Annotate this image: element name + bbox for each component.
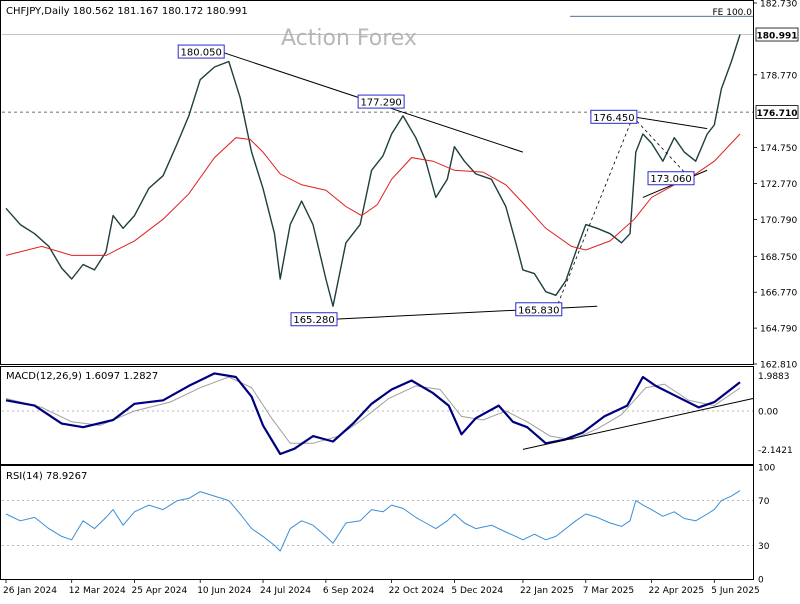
macd-axis-tick-2: -2.1421	[758, 446, 793, 456]
dashed-line-1	[632, 116, 691, 179]
annotation-box-5	[647, 171, 695, 186]
annotation-box-1	[357, 94, 405, 109]
rsi-axis-tick-1: 70	[758, 497, 770, 507]
trendline-2	[632, 116, 708, 130]
rsi-label: RSI(14) 78.9267	[6, 471, 87, 482]
annotation-label-1: 177.290	[360, 98, 401, 109]
chart-header: CHFJPY,Daily 180.562 181.167 180.172 180…	[6, 6, 248, 17]
annotation-label-0: 180.050	[181, 48, 222, 59]
annotation-label-2: 165.280	[293, 315, 334, 326]
fe-label: FE 100.0	[713, 8, 753, 18]
annotation-box-2	[290, 312, 338, 327]
price-axis-tick-6: 170.790	[760, 216, 797, 226]
x-axis-label-1: 12 Mar 2024	[69, 586, 126, 596]
x-axis-label-8: 22 Jan 2025	[520, 586, 574, 596]
rsi-line	[5, 490, 741, 552]
x-axis-label-6: 22 Oct 2024	[389, 586, 445, 596]
price-axis-tick-4: 174.750	[760, 144, 797, 154]
macd-label: MACD(12,26,9) 1.6097 1.2827	[6, 371, 158, 382]
rsi-axis-tick-2: 30	[758, 542, 770, 552]
x-axis-label-0: 26 Jan 2024	[3, 586, 57, 596]
x-axis-label-10: 22 Apr 2025	[648, 586, 704, 596]
annotation-box-3	[515, 302, 563, 317]
x-axis-label-5: 6 Sep 2024	[323, 586, 375, 596]
moving-average-line	[5, 133, 741, 256]
price-axis-box-3	[755, 105, 799, 119]
price-axis-tick-5: 172.770	[760, 180, 797, 190]
macd-signal-line	[5, 376, 741, 444]
price-axis-tick-1: 180.991	[757, 32, 798, 42]
price-axis-tick-10: 162.810	[760, 361, 797, 371]
x-axis-label-4: 24 Jul 2024	[260, 586, 311, 596]
macd-line	[5, 372, 741, 456]
price-panel	[0, 0, 754, 365]
annotation-label-4: 176.450	[593, 113, 634, 124]
price-axis-tick-2: 178.770	[760, 71, 797, 81]
rsi-axis-tick-3: 0	[758, 576, 764, 586]
annotation-box-4	[590, 109, 638, 124]
dashed-line-0	[555, 116, 634, 310]
macd-panel	[0, 366, 754, 465]
price-axis-tick-8: 166.770	[760, 289, 797, 299]
annotation-label-3: 165.830	[518, 305, 559, 316]
rsi-axis-tick-0: 100	[758, 464, 775, 474]
price-axis-tick-7: 168.750	[760, 253, 797, 263]
x-axis-label-7: 5 Dec 2024	[451, 586, 503, 596]
annotation-label-5: 173.060	[650, 174, 691, 185]
price-series-line	[5, 34, 741, 307]
price-axis-tick-0: 182.730	[760, 0, 797, 10]
x-axis-label-9: 7 Mar 2025	[583, 586, 634, 596]
watermark: Action Forex	[281, 26, 417, 51]
price-axis-tick-9: 164.790	[760, 325, 797, 335]
x-axis-label-3: 10 Jun 2024	[197, 586, 251, 596]
x-axis-label-11: 5 Jun 2025	[711, 586, 759, 596]
x-axis-label-2: 25 Apr 2024	[132, 586, 188, 596]
macd-trendline	[522, 397, 754, 450]
price-axis-box-1	[755, 27, 799, 42]
rsi-panel	[0, 465, 754, 580]
macd-axis-tick-1: 0.00	[758, 408, 778, 418]
macd-axis-tick-0: 1.9883	[758, 372, 790, 382]
price-axis-tick-3: 176.710	[757, 109, 798, 119]
annotation-box-0	[177, 44, 225, 59]
